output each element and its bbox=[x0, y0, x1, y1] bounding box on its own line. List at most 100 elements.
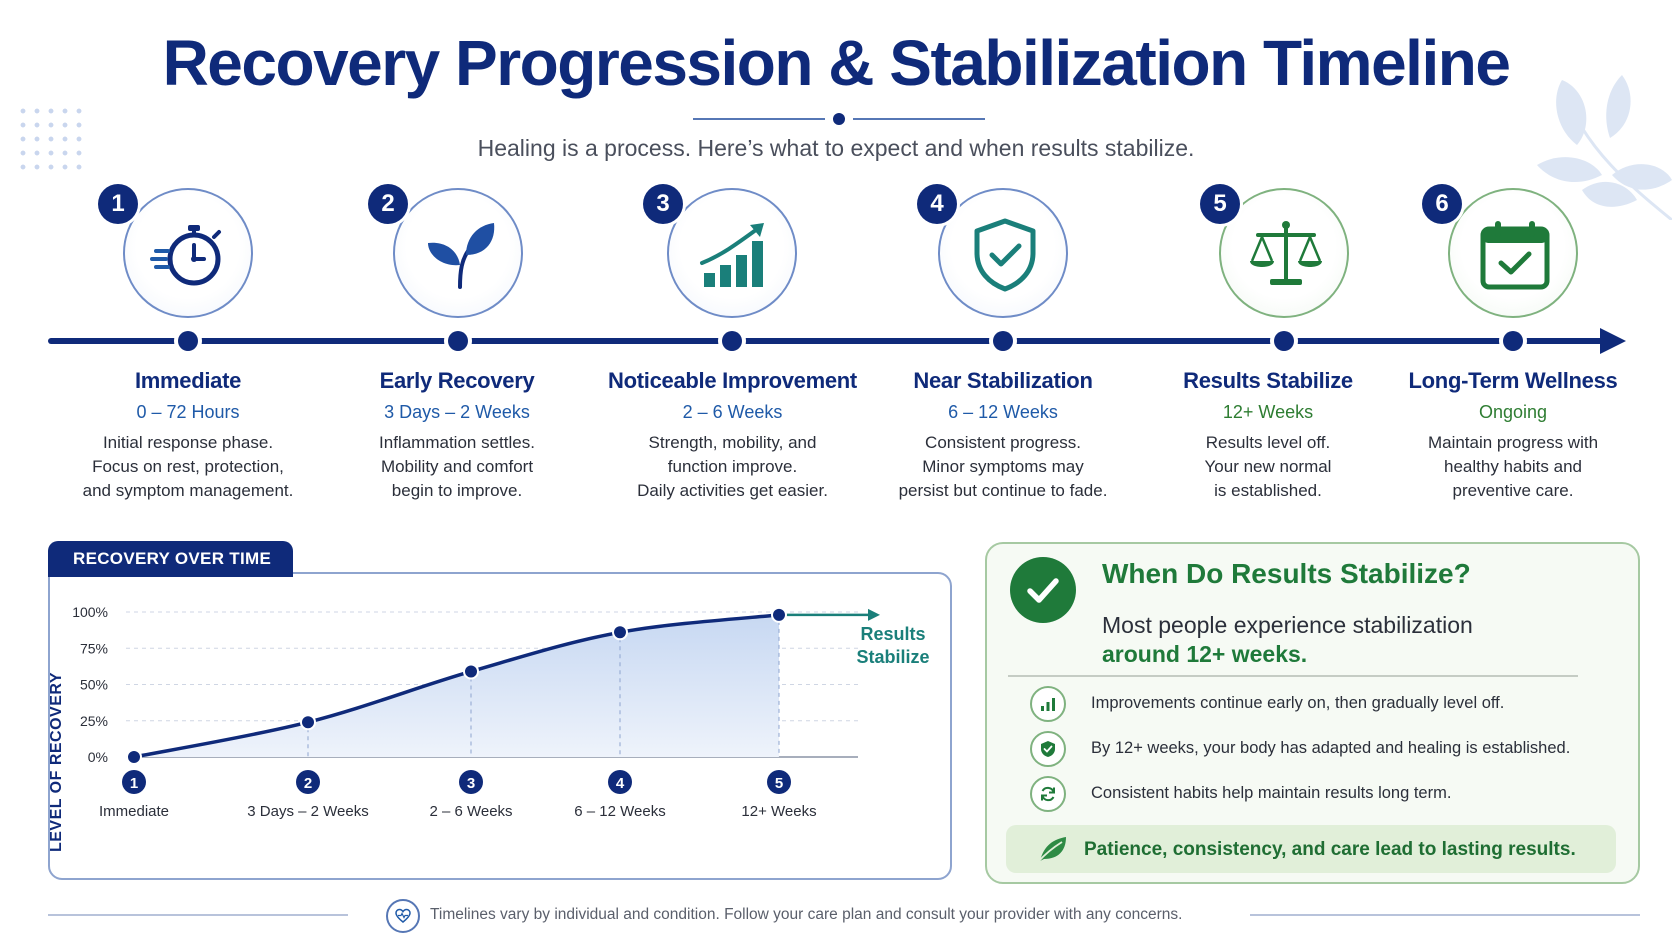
step-2-time: 3 Days – 2 Weeks bbox=[384, 402, 530, 422]
check-circle-icon bbox=[1010, 557, 1076, 623]
chart-x-marker bbox=[459, 770, 483, 794]
stabilization-banner: Patience, consistency, and care lead to … bbox=[1006, 825, 1616, 873]
step-3-number: 3 bbox=[643, 184, 683, 224]
results-stabilize-label-line1: Results bbox=[860, 624, 925, 644]
step-3-title: Noticeable Improvement bbox=[608, 368, 857, 393]
chart-x-marker-number: 5 bbox=[775, 775, 783, 792]
chart-y-tick-label: 75% bbox=[80, 640, 108, 656]
step-1-text: Immediate 0 – 72 Hours Initial response … bbox=[58, 368, 318, 503]
timeline-axis bbox=[48, 338, 1613, 344]
step-6-circle bbox=[1448, 188, 1578, 318]
shield-check-icon bbox=[974, 218, 1036, 292]
chart-y-tick-label: 25% bbox=[80, 713, 108, 729]
step-5-desc: Results level off. Your new normal is es… bbox=[1204, 433, 1332, 500]
timeline-dot-1 bbox=[178, 331, 198, 351]
chart-data-point bbox=[463, 663, 479, 680]
chart-y-tick-label: 100% bbox=[72, 604, 108, 620]
step-1-desc: Initial response phase. Focus on rest, p… bbox=[82, 433, 294, 500]
heart-care-icon bbox=[386, 899, 420, 933]
timeline-dot-2 bbox=[448, 331, 468, 351]
refresh-icon bbox=[1030, 776, 1066, 812]
stabilization-item-3-text: Consistent habits help maintain results … bbox=[1091, 784, 1452, 802]
step-6-number: 6 bbox=[1422, 184, 1462, 224]
chart-y-tick-label: 50% bbox=[80, 677, 108, 693]
chart-data-point bbox=[126, 749, 142, 765]
shield-check-icon bbox=[1030, 731, 1066, 767]
stabilization-banner-text: Patience, consistency, and care lead to … bbox=[1084, 839, 1576, 860]
stabilization-item-2-text: By 12+ weeks, your body has adapted and … bbox=[1091, 739, 1571, 757]
step-5-time: 12+ Weeks bbox=[1222, 402, 1314, 422]
timeline-dot-4 bbox=[993, 331, 1013, 351]
calendar-check-icon bbox=[1480, 221, 1550, 290]
chart-data-point bbox=[771, 606, 787, 623]
chart-data-point bbox=[300, 714, 316, 731]
recovery-chart-tab: RECOVERY OVER TIME bbox=[48, 541, 293, 577]
footer-rule-left bbox=[48, 914, 348, 916]
dot-grid-decoration bbox=[16, 104, 86, 176]
stabilization-title: When Do Results Stabilize? bbox=[1102, 558, 1471, 589]
chart-x-marker-number: 2 bbox=[304, 775, 312, 792]
bar-chart-icon bbox=[1030, 686, 1066, 722]
step-2-text: Early Recovery 3 Days – 2 Weeks Inflamma… bbox=[327, 368, 587, 503]
stopwatch-icon bbox=[150, 225, 221, 286]
chart-x-tick-label: 2 – 6 Weeks bbox=[429, 803, 512, 820]
balance-scale-icon bbox=[1250, 221, 1322, 285]
step-4-time: 6 – 12 Weeks bbox=[948, 402, 1058, 422]
chart-x-marker-number: 4 bbox=[616, 775, 625, 792]
stabilization-highlight: around 12+ weeks. bbox=[1102, 641, 1308, 667]
chart-data-point bbox=[612, 624, 628, 641]
step-1-number: 1 bbox=[98, 184, 138, 224]
leaf-branch-decoration bbox=[1537, 75, 1672, 220]
chart-x-marker bbox=[122, 770, 146, 794]
stabilize-arrowhead bbox=[868, 608, 880, 621]
footer-rule-right bbox=[1250, 914, 1640, 916]
step-6-text: Long-Term Wellness Ongoing Maintain prog… bbox=[1383, 368, 1643, 503]
chart-y-tick-label: 0% bbox=[88, 749, 108, 765]
step-2-desc: Inflammation settles. Mobility and comfo… bbox=[379, 433, 535, 500]
growth-chart-icon bbox=[700, 223, 764, 287]
chart-x-tick-label: Immediate bbox=[99, 803, 169, 820]
step-4-text: Near Stabilization 6 – 12 Weeks Consiste… bbox=[873, 368, 1133, 503]
chart-area-fill bbox=[134, 614, 779, 757]
step-1-time: 0 – 72 Hours bbox=[136, 402, 240, 422]
step-3-circle bbox=[667, 188, 797, 318]
step-3-desc: Strength, mobility, and function improve… bbox=[637, 433, 828, 500]
stabilization-item-1-text: Improvements continue early on, then gra… bbox=[1091, 694, 1505, 712]
step-5-circle bbox=[1219, 188, 1349, 318]
timeline-dot-6 bbox=[1503, 331, 1523, 351]
chart-x-marker bbox=[296, 770, 320, 794]
title-divider bbox=[693, 112, 985, 126]
stabilization-subtitle: Most people experience stabilization bbox=[1102, 612, 1473, 638]
timeline-arrowhead bbox=[1600, 328, 1626, 354]
step-5-number: 5 bbox=[1200, 184, 1240, 224]
step-6-time: Ongoing bbox=[1478, 402, 1548, 422]
step-2-number: 2 bbox=[368, 184, 408, 224]
step-3-text: Noticeable Improvement 2 – 6 Weeks Stren… bbox=[600, 368, 865, 503]
step-2-circle bbox=[393, 188, 523, 318]
timeline-dot-3 bbox=[722, 331, 742, 351]
chart-x-tick-label: 12+ Weeks bbox=[741, 803, 816, 820]
page-title: Recovery Progression & Stabilization Tim… bbox=[162, 27, 1511, 99]
step-6-title: Long-Term Wellness bbox=[1408, 368, 1618, 393]
step-4-circle bbox=[938, 188, 1068, 318]
step-4-number: 4 bbox=[917, 184, 957, 224]
chart-x-marker-number: 3 bbox=[467, 775, 475, 792]
step-1-title: Immediate bbox=[134, 368, 242, 393]
step-4-desc: Consistent progress. Minor symptoms may … bbox=[898, 433, 1108, 500]
results-stabilize-label-line2: Stabilize bbox=[856, 647, 929, 667]
chart-x-marker bbox=[767, 770, 791, 794]
stabilization-divider bbox=[1008, 675, 1578, 677]
footer-disclaimer: Timelines vary by individual and conditi… bbox=[430, 906, 1183, 923]
chart-x-marker bbox=[608, 770, 632, 794]
step-3-time: 2 – 6 Weeks bbox=[682, 402, 783, 422]
timeline-dot-5 bbox=[1274, 331, 1294, 351]
page-subtitle: Healing is a process. Here’s what to exp… bbox=[477, 135, 1195, 161]
recovery-over-time-chart: 0% 25% 50% 75% 100% 1 Immediate 2 3 Days – 2 We… bbox=[48, 604, 930, 852]
step-5-text: Results Stabilize 12+ Weeks Results leve… bbox=[1138, 368, 1398, 503]
chart-y-axis-label: LEVEL OF RECOVERY bbox=[48, 672, 65, 852]
chart-x-tick-label: 3 Days – 2 Weeks bbox=[247, 803, 368, 820]
step-6-desc: Maintain progress with healthy habits an… bbox=[1427, 433, 1599, 500]
step-2-title: Early Recovery bbox=[379, 368, 535, 393]
step-1-circle bbox=[123, 188, 253, 318]
